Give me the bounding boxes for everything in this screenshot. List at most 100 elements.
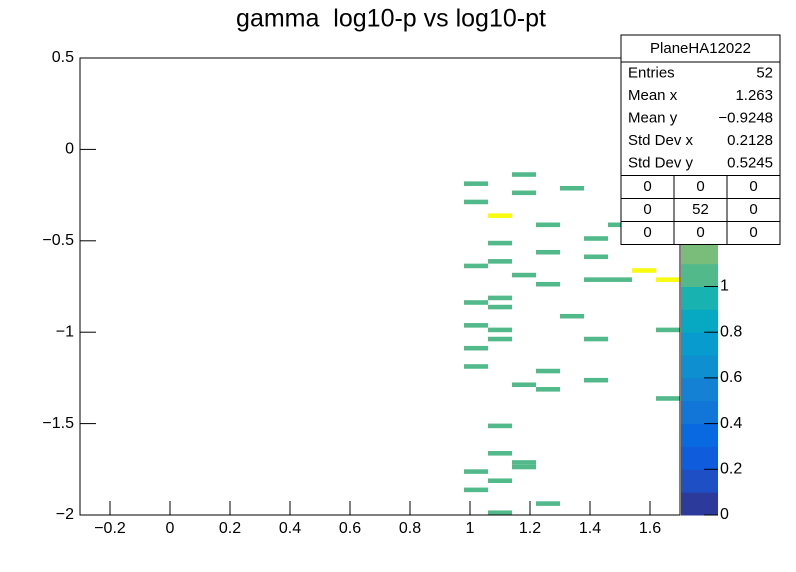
stats-value: 52 (756, 64, 773, 81)
chart-title: gamma log10-p vs log10-pt (236, 5, 546, 33)
palette-band (681, 332, 718, 356)
x-tick-label: 1.6 (639, 520, 661, 537)
cell (536, 368, 560, 374)
cell (488, 451, 512, 456)
stats-cell: 0 (749, 178, 757, 195)
x-tick-label: 0.6 (339, 520, 361, 537)
cell (608, 277, 632, 282)
z-tick-label: 0.2 (720, 461, 742, 478)
cell (584, 236, 608, 241)
palette-band (681, 309, 718, 333)
stats-cell: 0 (696, 178, 704, 195)
palette-band (681, 446, 718, 470)
cell (488, 336, 512, 342)
palette-band (681, 400, 718, 425)
stats-label: Std Dev y (628, 155, 694, 172)
x-tick-label: 0 (166, 520, 175, 537)
cell (488, 240, 512, 246)
cell (464, 364, 488, 369)
x-tick-label: 1.4 (579, 520, 601, 537)
cell (536, 222, 560, 228)
z-tick-label: 0 (720, 506, 729, 523)
cell (584, 254, 608, 260)
y-tick-label: −1 (56, 323, 74, 340)
cell (464, 487, 488, 493)
cell (464, 263, 488, 269)
palette-band (681, 263, 718, 287)
cell (584, 277, 608, 282)
palette-band (681, 492, 718, 516)
cell (536, 387, 560, 392)
cell (464, 181, 488, 186)
cell (464, 345, 488, 351)
cell (512, 464, 536, 470)
cell (488, 259, 512, 264)
cell (464, 323, 488, 328)
z-tick-label: 0.4 (720, 415, 742, 432)
palette-band (681, 355, 718, 379)
stats-value: 0.2128 (727, 132, 773, 149)
stats-value: 0.5245 (727, 155, 773, 172)
cell (584, 377, 608, 383)
stats-cell: 0 (643, 201, 651, 218)
cell (536, 281, 560, 287)
cell (488, 478, 512, 484)
stats-label: Mean y (628, 109, 678, 126)
stats-cell: 52 (692, 201, 709, 218)
y-tick-label: −1.5 (42, 415, 74, 432)
x-tick-label: 1 (466, 520, 475, 537)
stats-cell: 0 (749, 201, 757, 218)
cell (656, 396, 680, 401)
cell (488, 213, 512, 218)
cell (656, 327, 680, 333)
y-tick-label: 0 (65, 141, 74, 158)
cell (512, 460, 536, 465)
cell (488, 295, 512, 301)
stats-label: Mean x (628, 87, 678, 104)
stats-value: 1.263 (735, 87, 773, 104)
z-tick-label: 1 (720, 278, 729, 295)
cell (656, 277, 680, 282)
stats-cell: 0 (643, 224, 651, 241)
cell (488, 327, 512, 333)
cell (560, 185, 584, 191)
cell (464, 199, 488, 205)
cell (488, 304, 512, 310)
stats-label: Std Dev x (628, 132, 694, 149)
x-tick-label: 0.8 (399, 520, 421, 537)
cell (488, 423, 512, 429)
cell (512, 272, 536, 278)
palette-band (681, 377, 718, 402)
stats-label: Entries (628, 64, 675, 81)
cell (464, 300, 488, 305)
cell (464, 469, 488, 474)
cell (584, 336, 608, 342)
cell (536, 249, 560, 255)
z-tick-label: 0.6 (720, 369, 742, 386)
cell (632, 268, 656, 273)
y-tick-label: −2 (56, 506, 74, 523)
palette-band (681, 240, 718, 265)
cell (488, 510, 512, 515)
stats-cell: 0 (749, 224, 757, 241)
stats-title: PlaneHA12022 (650, 40, 751, 57)
stats-box (620, 34, 781, 245)
palette-band (681, 469, 718, 493)
cell (512, 382, 536, 388)
cell (560, 313, 584, 319)
stats-cell: 0 (696, 224, 704, 241)
z-tick-label: 0.8 (720, 323, 742, 340)
y-tick-label: 0.5 (52, 49, 74, 66)
plot-frame (79, 57, 681, 516)
stats-value: −0.9248 (718, 109, 773, 126)
palette-band (681, 286, 718, 310)
cell (608, 222, 632, 228)
cell (512, 190, 536, 196)
x-tick-label: 1.2 (519, 520, 541, 537)
cell (512, 172, 536, 177)
x-tick-label: 0.2 (219, 520, 241, 537)
x-tick-label: 0.4 (279, 520, 301, 537)
x-tick-label: −0.2 (94, 520, 126, 537)
cell (536, 501, 560, 506)
